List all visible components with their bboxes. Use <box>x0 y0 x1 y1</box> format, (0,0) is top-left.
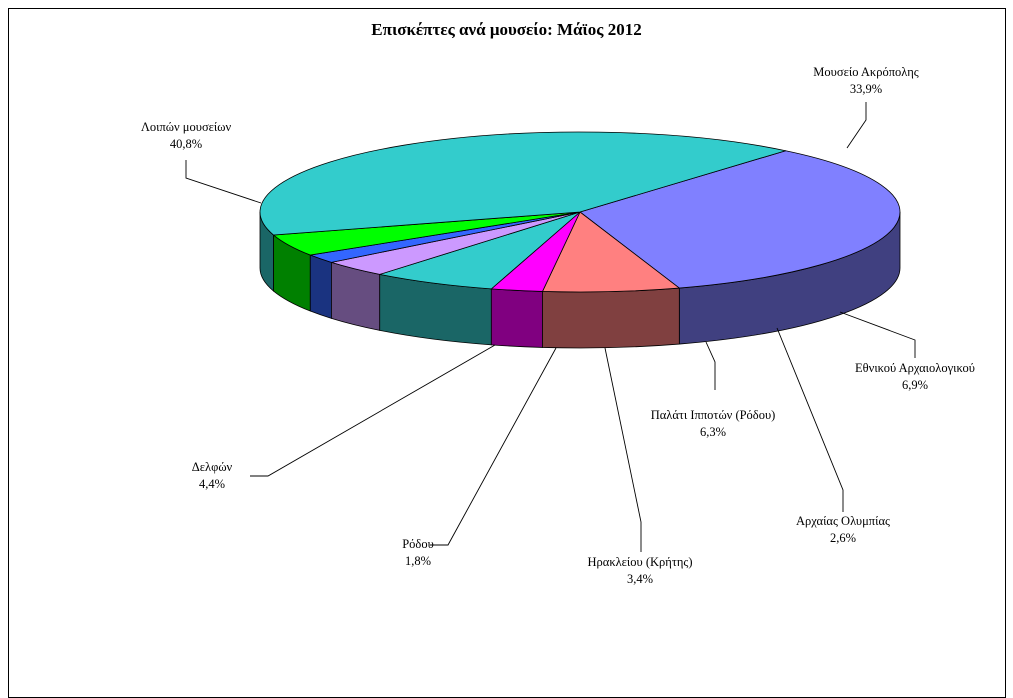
leader-line-6 <box>250 344 496 477</box>
chart-title: Επισκέπτες ανά μουσείο: Μάϊος 2012 <box>371 20 642 39</box>
slice-value-label-0: 33,9% <box>850 82 882 96</box>
pie-chart: Μουσείο Ακρόπολης 33,9% Εθνικού Αρχαιολογι… <box>141 65 975 586</box>
slice-value-label-5: 1,8% <box>405 554 431 568</box>
slice-name-label-1: Εθνικού Αρχαιολογικού <box>855 361 975 375</box>
leader-line-5 <box>430 347 557 546</box>
leader-line-2 <box>776 327 844 512</box>
leader-line-1 <box>839 311 916 358</box>
slice-name-label-5: Ρόδου <box>402 537 434 551</box>
slice-value-label-3: 6,3% <box>700 425 726 439</box>
slice-value-label-1: 6,9% <box>902 378 928 392</box>
slice-value-label-2: 2,6% <box>830 531 856 545</box>
slice-name-label-0: Μουσείο Ακρόπολης <box>813 65 918 79</box>
pie-slice-7 <box>259 131 786 236</box>
chart-frame <box>8 8 1006 698</box>
pie-slice-0 <box>579 150 901 289</box>
pie-slice-3 <box>379 211 581 290</box>
pie-side-2 <box>490 288 543 348</box>
slice-name-label-6: Δελφών <box>192 460 233 474</box>
slice-value-label-4: 3,4% <box>627 572 653 586</box>
pie-label-layer: Μουσείο Ακρόπολης 33,9% Εθνικού Αρχαιολογι… <box>141 65 975 586</box>
slice-name-label-7: Λοιπών μουσείων <box>141 120 232 134</box>
pie-side-1 <box>542 287 680 349</box>
slice-name-label-4: Ηρακλείου (Κρήτης) <box>588 555 693 569</box>
slice-name-label-3: Παλάτι Ιπποτών (Ρόδου) <box>651 408 776 422</box>
leader-line-3 <box>705 341 716 390</box>
slice-name-label-2: Αρχαίας Ολυμπίας <box>796 514 890 528</box>
leader-line-7 <box>185 160 262 204</box>
pie-slice-1 <box>541 211 681 293</box>
slice-value-label-6: 4,4% <box>199 477 225 491</box>
leader-line-0 <box>846 102 867 149</box>
leader-line-4 <box>604 347 642 552</box>
pie-top-layer <box>259 131 901 293</box>
slice-value-label-7: 40,8% <box>170 137 202 151</box>
pie-side-5 <box>309 254 332 319</box>
